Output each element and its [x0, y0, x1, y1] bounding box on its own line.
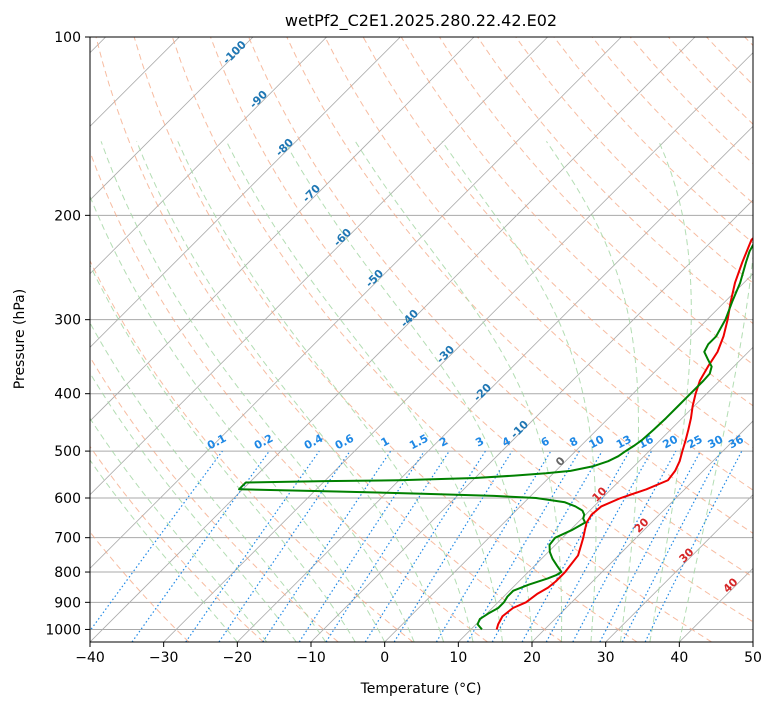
temperature-profile [495, 237, 753, 630]
mixing-ratio-line [262, 450, 392, 642]
moist-adiabat [177, 141, 474, 642]
y-tick-label: 300 [54, 313, 81, 329]
background-lines [90, 37, 753, 642]
moist-adiabat [678, 251, 753, 642]
y-axis-label: Pressure (hPa) [12, 289, 28, 389]
mixing-ratio-line [545, 450, 653, 642]
mixing-ratio-line [90, 450, 223, 632]
moist-adiabat [90, 321, 327, 642]
x-axis-label: Temperature (°C) [360, 681, 482, 697]
mixing-ratio-line [131, 450, 270, 642]
isotherm-line [237, 125, 753, 642]
moist-adiabat [225, 141, 504, 642]
x-tick-label: −30 [149, 650, 179, 666]
x-tick-label: 10 [449, 650, 467, 666]
y-tick-label: 1000 [45, 622, 81, 638]
x-tick-label: −40 [75, 650, 105, 666]
moist-adiabat [136, 141, 445, 642]
moist-adiabat [90, 459, 238, 642]
chart-title: wetPf2_C2E1.2025.280.22.42.E02 [285, 11, 557, 31]
isotherm-line [90, 37, 622, 569]
x-tick-label: 0 [380, 650, 389, 666]
isotherm-line [90, 37, 327, 275]
moist-adiabat [649, 141, 692, 642]
dry-adiabat [90, 259, 414, 642]
isotherm-line [90, 37, 475, 422]
isotherm-line [531, 420, 753, 642]
mixing-ratio-line [521, 450, 631, 642]
x-tick-label: −10 [296, 650, 326, 666]
y-tick-label: 900 [54, 595, 81, 611]
y-tick-label: 200 [54, 208, 81, 224]
dry-adiabat [248, 37, 753, 578]
isotherm-line [605, 494, 753, 642]
moist-adiabat [90, 417, 268, 642]
x-tick-label: 30 [597, 650, 615, 666]
dry-adiabat [324, 37, 753, 491]
axis-ticks: −40 −30 −20 −10 0 10 20 30 40 50 100 200 300 400 500 60… [45, 30, 762, 666]
isotherm-line [90, 37, 548, 496]
moist-adiabat [90, 195, 386, 642]
y-tick-label: 100 [54, 30, 81, 46]
y-tick-label: 600 [54, 491, 81, 507]
mixing-ratio-line [393, 450, 513, 642]
isotherm-line [384, 273, 753, 642]
y-tick-label: 400 [54, 387, 81, 403]
mixing-ratio-label: 20 [660, 433, 680, 452]
dry-adiabat [515, 37, 753, 284]
dry-adiabat [90, 356, 339, 642]
plot-frame [89, 36, 754, 643]
mixing-ratio-label: 36 [726, 433, 746, 452]
mixing-ratio-label: 30 [706, 433, 726, 452]
x-tick-label: 20 [523, 650, 541, 666]
mixing-ratio-label: 16 [636, 433, 656, 452]
dry-adiabat [286, 37, 753, 534]
mixing-ratio-line [185, 450, 320, 642]
moist-adiabat [90, 372, 297, 642]
y-tick-label: 500 [54, 444, 81, 460]
moist-adiabat [284, 141, 533, 642]
isotherm-line [163, 52, 753, 642]
dry-adiabat [171, 37, 712, 642]
moist-adiabat [100, 141, 415, 642]
mixing-ratio-label: 10 [587, 433, 607, 452]
isotherm-line [90, 37, 254, 201]
dry-adiabat [210, 37, 753, 623]
moist-adiabat [546, 141, 639, 642]
isotherm-line [90, 37, 401, 348]
moist-adiabat [90, 264, 356, 642]
mixing-ratio-label: 25 [685, 433, 705, 452]
mixing-ratio-line [572, 450, 677, 642]
mixing-ratio-line [218, 450, 351, 642]
mixing-ratio-line [298, 450, 425, 642]
y-tick-label: 800 [54, 565, 81, 581]
x-tick-label: 50 [744, 650, 762, 666]
mixing-ratio-label: 13 [614, 433, 634, 452]
isotherm-line [90, 37, 696, 642]
dry-adiabat [133, 37, 638, 642]
mixing-ratio-line [644, 450, 743, 642]
x-tick-label: −20 [223, 650, 253, 666]
dry-adiabat [90, 445, 264, 642]
moist-adiabat [441, 141, 597, 642]
mixing-ratio-line [325, 450, 450, 642]
x-tick-label: 40 [670, 650, 688, 666]
y-tick-label: 700 [54, 531, 81, 547]
moist-adiabat [354, 141, 563, 642]
isotherm-line [458, 346, 753, 642]
